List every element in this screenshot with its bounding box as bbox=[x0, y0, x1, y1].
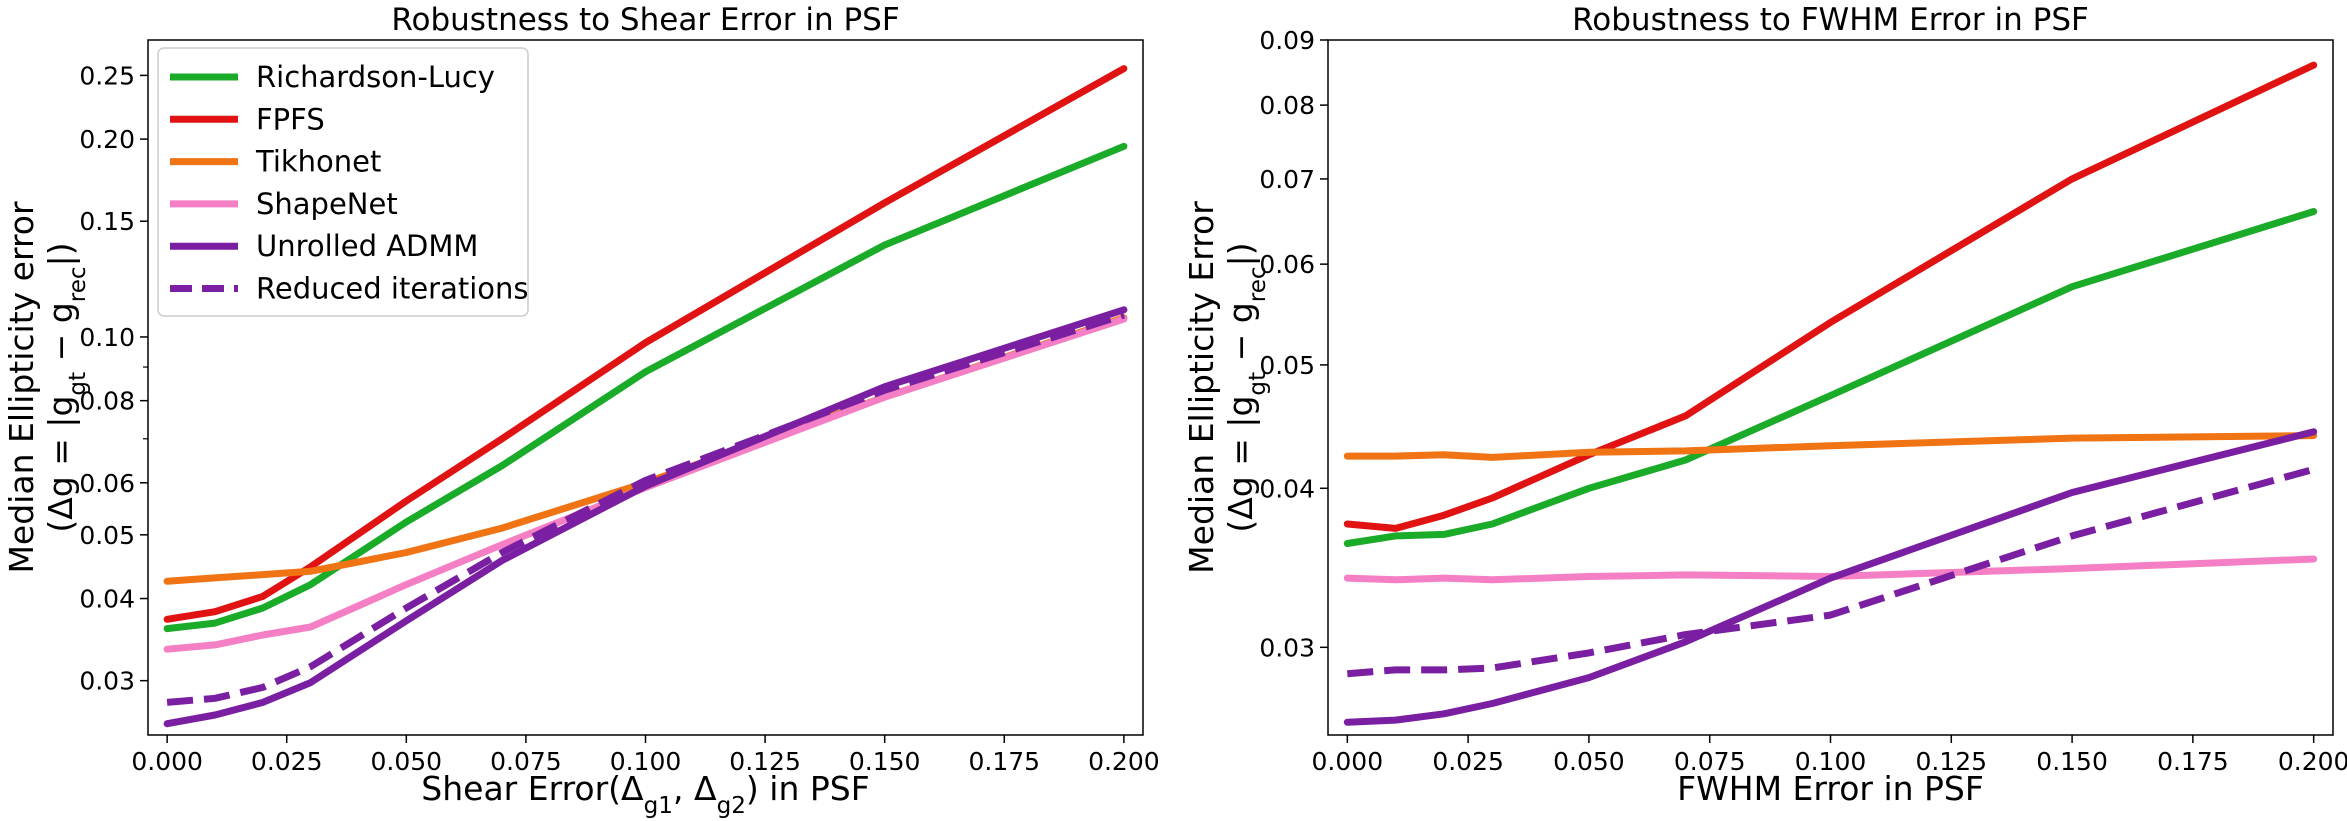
legend-entry: ShapeNet bbox=[256, 187, 398, 221]
series-line-4 bbox=[1343, 428, 2318, 726]
y-axis-label: Median Ellipticity error bbox=[2, 201, 41, 574]
y-tick-label: 0.07 bbox=[1259, 165, 1315, 194]
shear-error-panel: 0.000 0.025 0.050 0.075 0.100 0.125 0.150 0.175… bbox=[2, 2, 1160, 819]
legend-entry: Tikhonet bbox=[255, 145, 381, 179]
y-tick-label: 0.25 bbox=[79, 61, 135, 90]
series-line-fpfs bbox=[163, 65, 1128, 623]
legend-box bbox=[157, 47, 529, 317]
chart-title: Robustness to FWHM Error in PSF bbox=[1572, 2, 2089, 38]
x-tick-label: 0.100 bbox=[1795, 747, 1867, 776]
legend-entry: Unrolled ADMM bbox=[256, 229, 478, 263]
legend-entry: Richardson-Lucy bbox=[256, 60, 495, 94]
x-tick-label: 0.050 bbox=[371, 747, 443, 776]
series-line-2 bbox=[1343, 432, 2318, 461]
x-tick-label: 0.050 bbox=[1553, 747, 1625, 776]
plot-frame bbox=[1327, 39, 2334, 736]
x-axis-label: FWHM Error in PSF bbox=[1677, 769, 1984, 808]
x-tick-label: 0.100 bbox=[610, 747, 682, 776]
y-tick-label: 0.08 bbox=[1259, 91, 1315, 120]
y-tick-label: 0.09 bbox=[1259, 26, 1315, 55]
series-line-3 bbox=[1343, 555, 2318, 584]
x-tick-label: 0.075 bbox=[1674, 747, 1746, 776]
fwhm-error-panel: 0.000 0.025 0.050 0.075 0.100 0.125 0.150 0.175… bbox=[1182, 2, 2347, 808]
legend-entry: Reduced iterations bbox=[256, 272, 529, 306]
y-tick-label: 0.06 bbox=[1259, 250, 1315, 279]
x-tick-label: 0.000 bbox=[131, 747, 203, 776]
x-tick-label: 0.075 bbox=[490, 747, 562, 776]
series-line-shapenet bbox=[163, 315, 1128, 653]
x-tick-label: 0.150 bbox=[849, 747, 921, 776]
chart-title: Robustness to Shear Error in PSF bbox=[391, 2, 899, 38]
x-tick-label: 0.175 bbox=[968, 747, 1040, 776]
x-tick-label: 0.125 bbox=[729, 747, 801, 776]
x-tick-label: 0.000 bbox=[1312, 747, 1384, 776]
legend-entry: FPFS bbox=[256, 102, 325, 136]
y-tick-label: 0.20 bbox=[79, 125, 135, 154]
x-tick-label: 0.175 bbox=[2157, 747, 2229, 776]
x-tick-label: 0.125 bbox=[1916, 747, 1988, 776]
x-tick-label: 0.025 bbox=[251, 747, 323, 776]
x-tick-label: 0.150 bbox=[2036, 747, 2108, 776]
series-line-reduced-iterations bbox=[166, 311, 1125, 706]
y-tick-label: 0.10 bbox=[79, 323, 135, 352]
y-tick-label: 0.04 bbox=[1259, 474, 1315, 503]
series-line-richardson-lucy bbox=[163, 142, 1128, 633]
y-tick-label: 0.03 bbox=[1259, 633, 1315, 662]
series-line-5 bbox=[1347, 465, 2315, 678]
y-tick-label: 0.05 bbox=[79, 521, 135, 550]
y-axis-label: Median Ellipticity Error bbox=[1182, 201, 1221, 574]
y-tick-label: 0.15 bbox=[79, 207, 135, 236]
y-tick-label: 0.03 bbox=[79, 667, 135, 696]
y-tick-label: 0.08 bbox=[79, 387, 135, 416]
x-axis-label: Shear Error(Δg1, Δg2) in PSF bbox=[421, 769, 869, 819]
x-tick-label: 0.025 bbox=[1432, 747, 1504, 776]
series-line-0 bbox=[1343, 208, 2318, 547]
y-tick-label: 0.04 bbox=[79, 585, 135, 614]
y-tick-label: 0.06 bbox=[79, 469, 135, 498]
x-tick-label: 0.200 bbox=[1088, 747, 1160, 776]
x-tick-label: 0.200 bbox=[2278, 747, 2347, 776]
y-tick-label: 0.05 bbox=[1259, 351, 1315, 380]
